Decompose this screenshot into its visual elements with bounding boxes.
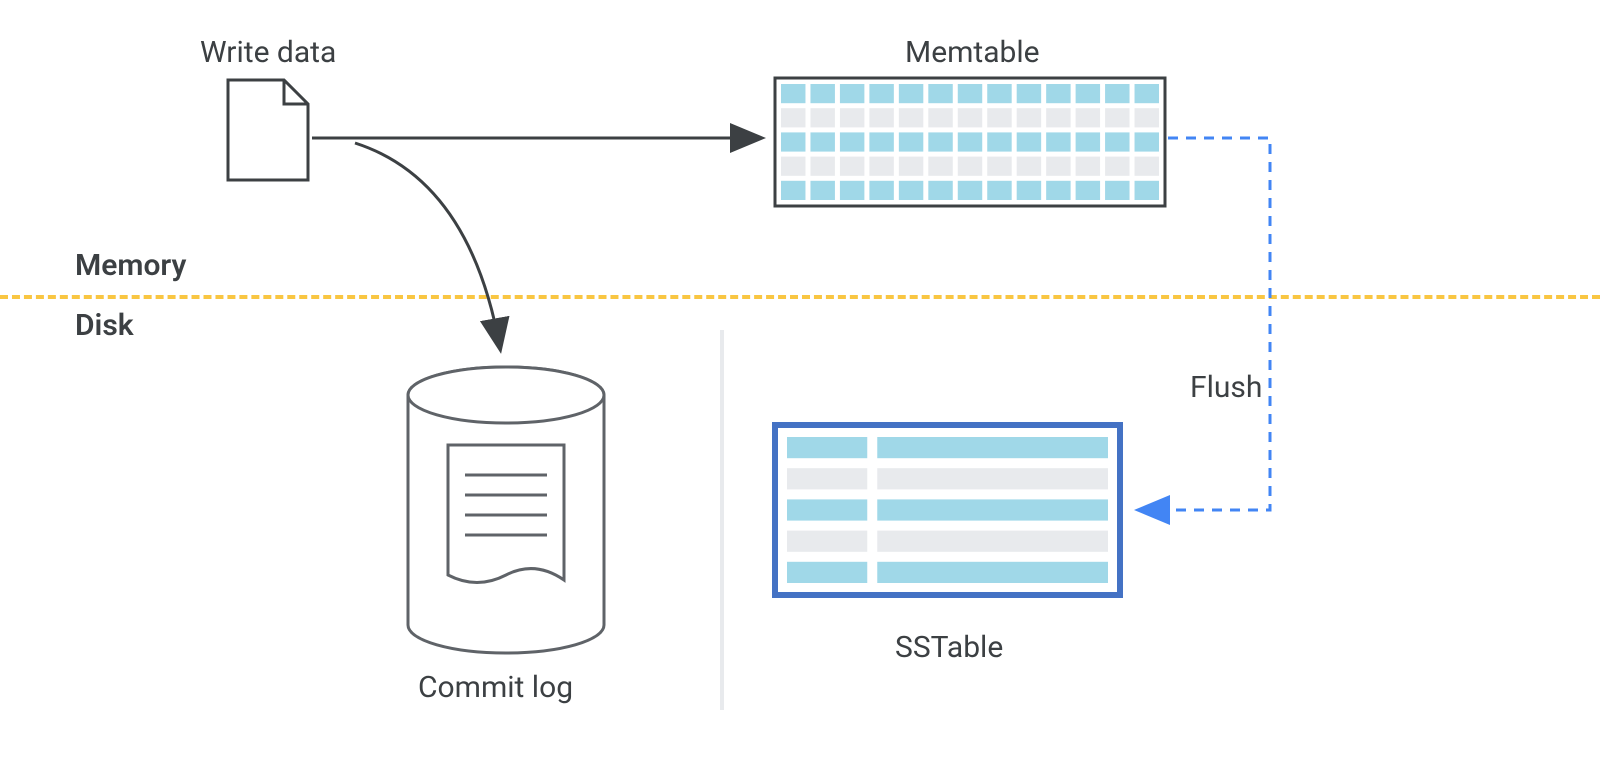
memtable-cell xyxy=(840,108,864,127)
memtable-cell xyxy=(781,132,805,151)
memtable-cell xyxy=(1105,108,1129,127)
memtable-cell xyxy=(899,108,923,127)
memtable-label: Memtable xyxy=(905,35,1040,70)
memtable-cell xyxy=(928,181,952,200)
sstable-box xyxy=(775,425,1120,595)
disk-label: Disk xyxy=(75,308,134,343)
file-icon xyxy=(228,80,308,180)
sstable-cell xyxy=(877,468,1108,489)
memtable-cell xyxy=(810,157,834,176)
sstable-cell xyxy=(877,437,1108,458)
memtable-cell xyxy=(987,132,1011,151)
memtable-cell xyxy=(958,84,982,103)
memtable-cell xyxy=(810,108,834,127)
memtable-cell xyxy=(1076,132,1100,151)
memtable-cell xyxy=(899,132,923,151)
memtable-cell xyxy=(928,84,952,103)
memtable-cell xyxy=(1017,132,1041,151)
memtable-cell xyxy=(958,157,982,176)
memtable-cell xyxy=(869,157,893,176)
memtable-cell xyxy=(1046,132,1070,151)
memtable-cell xyxy=(1017,157,1041,176)
memtable-cell xyxy=(1135,181,1159,200)
memtable-cell xyxy=(810,132,834,151)
memtable-cell xyxy=(1046,84,1070,103)
memory-disk-divider xyxy=(0,295,1600,299)
memtable-cell xyxy=(1046,181,1070,200)
memtable-cell xyxy=(869,84,893,103)
arrow-flush xyxy=(1140,138,1270,510)
memtable-cell xyxy=(987,157,1011,176)
sstable-label: SSTable xyxy=(895,630,1003,665)
vertical-section-divider xyxy=(720,330,724,710)
memtable-cell xyxy=(1017,84,1041,103)
memtable-cell xyxy=(1105,157,1129,176)
sstable-cell xyxy=(787,562,867,583)
sstable-cell xyxy=(877,531,1108,552)
memory-label: Memory xyxy=(75,248,186,283)
write-data-label: Write data xyxy=(200,35,336,70)
memtable-cell xyxy=(1076,181,1100,200)
memtable-cell xyxy=(987,181,1011,200)
memtable-cell xyxy=(987,84,1011,103)
memtable-cell xyxy=(1017,181,1041,200)
memtable-cell xyxy=(869,132,893,151)
sstable-cell xyxy=(787,437,867,458)
memtable-cell xyxy=(1135,132,1159,151)
memtable-cell xyxy=(899,84,923,103)
memtable-cell xyxy=(840,157,864,176)
memtable-cell xyxy=(781,108,805,127)
memtable-cell xyxy=(928,132,952,151)
memtable-cell xyxy=(869,108,893,127)
memtable-cell xyxy=(958,108,982,127)
memtable-cell xyxy=(781,84,805,103)
sstable-cell xyxy=(787,499,867,520)
memtable-cell xyxy=(840,181,864,200)
memtable-cell xyxy=(1105,181,1129,200)
memtable-cell xyxy=(1046,157,1070,176)
memtable-cell xyxy=(810,181,834,200)
memtable-cell xyxy=(840,132,864,151)
sstable-cell xyxy=(877,562,1108,583)
memtable-cell xyxy=(928,157,952,176)
commit-log-label: Commit log xyxy=(418,670,573,705)
memtable-cell xyxy=(840,84,864,103)
memtable-cell xyxy=(1135,108,1159,127)
memtable-cell xyxy=(1135,84,1159,103)
memtable-cell xyxy=(1105,132,1129,151)
memtable-cell xyxy=(1017,108,1041,127)
memtable-cell xyxy=(928,108,952,127)
flush-label: Flush xyxy=(1190,370,1262,405)
memtable-cell xyxy=(810,84,834,103)
arrow-write-to-commitlog xyxy=(355,143,500,348)
memtable-cell xyxy=(1046,108,1070,127)
commit-log-cylinder xyxy=(408,367,604,653)
memtable-cell xyxy=(958,132,982,151)
memtable-cell xyxy=(1076,157,1100,176)
memtable-cell xyxy=(899,157,923,176)
memtable-cell xyxy=(1135,157,1159,176)
memtable-cell xyxy=(899,181,923,200)
memtable-cell xyxy=(1076,108,1100,127)
memtable-cell xyxy=(1105,84,1129,103)
sstable-cell xyxy=(787,531,867,552)
memtable-cell xyxy=(987,108,1011,127)
sstable-cell xyxy=(787,468,867,489)
memtable-cell xyxy=(869,181,893,200)
memtable-cell xyxy=(1076,84,1100,103)
memtable-cell xyxy=(781,181,805,200)
sstable-cell xyxy=(877,499,1108,520)
memtable-box xyxy=(775,78,1165,206)
memtable-cell xyxy=(781,157,805,176)
memtable-cell xyxy=(958,181,982,200)
